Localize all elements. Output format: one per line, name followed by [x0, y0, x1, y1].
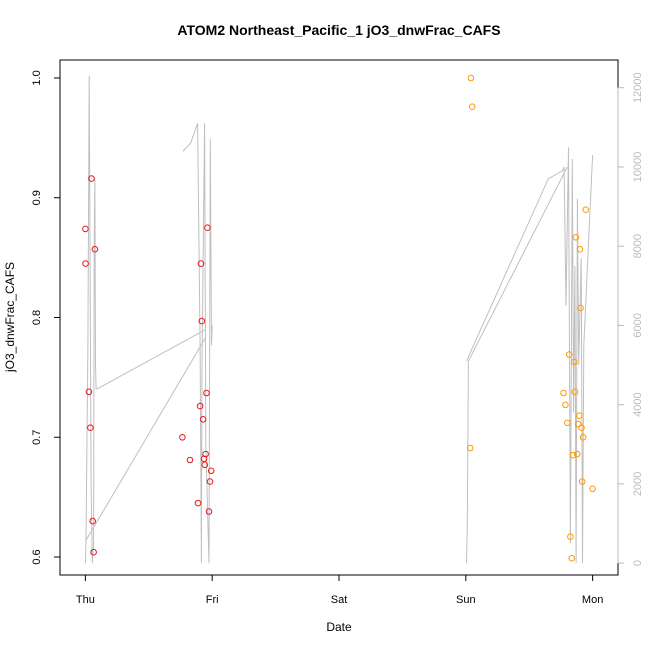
altitude-line-4	[466, 147, 594, 564]
right-tick-label-0: 0	[632, 560, 644, 566]
point-s1-4	[562, 401, 569, 409]
right-tick-label-6: 12000	[632, 72, 644, 103]
altitude-line-0	[84, 75, 207, 564]
point-s1-16	[576, 245, 584, 253]
right-tick-label-5: 10000	[632, 152, 644, 183]
point-s1-13	[573, 450, 581, 458]
point-s1-5	[564, 419, 571, 427]
point-s0-20	[205, 508, 213, 515]
point-s1-7	[567, 533, 574, 541]
right-axis: 0 2000 4000 6000 8000 10000 12000	[617, 72, 644, 566]
x-tick-label-4: Mon	[582, 594, 603, 606]
right-tick-label-4: 8000	[632, 234, 644, 258]
y-tick-label-3: 0.9	[31, 190, 43, 205]
chart-title: ATOM2 Northeast_Pacific_1 jO3_dnwFrac_CA…	[177, 22, 500, 38]
point-s1-22	[589, 485, 596, 493]
point-s0-14	[199, 416, 207, 423]
y-tick-label-1: 0.7	[31, 430, 43, 445]
point-s1-15	[576, 412, 583, 420]
point-s0-17	[202, 450, 209, 458]
point-s0-13	[198, 317, 206, 325]
point-s0-11	[196, 402, 204, 410]
point-s1-10	[570, 358, 578, 366]
point-s1-1	[467, 74, 475, 82]
point-s0-3	[87, 424, 94, 432]
point-s0-1	[82, 260, 89, 267]
point-s1-8	[568, 554, 576, 562]
point-s1-9	[569, 451, 577, 459]
point-s1-17	[577, 304, 584, 312]
point-s1-0	[467, 444, 474, 452]
point-s0-18	[203, 389, 210, 397]
point-s1-2	[468, 103, 476, 110]
point-s1-14	[574, 420, 582, 428]
point-s0-16	[201, 461, 209, 469]
point-s1-11	[571, 388, 579, 396]
x-tick-label-3: Sun	[456, 594, 476, 606]
points-layer	[82, 74, 596, 562]
point-s0-5	[89, 517, 96, 525]
point-s1-19	[578, 478, 586, 485]
point-s0-6	[90, 548, 97, 556]
point-s0-7	[91, 245, 99, 253]
x-tick-label-0: Thu	[76, 594, 95, 606]
point-s0-4	[88, 175, 95, 182]
altitude-line-2	[182, 123, 213, 564]
altitude-layer	[84, 75, 594, 564]
altitude-line-1	[84, 337, 207, 542]
point-s0-12	[197, 260, 205, 267]
x-axis-label: Date	[326, 620, 352, 634]
x-tick-label-1: Fri	[206, 594, 219, 606]
point-s0-22	[207, 467, 215, 475]
y-tick-label-0: 0.6	[31, 549, 43, 564]
point-s1-18	[578, 424, 585, 432]
right-tick-label-3: 6000	[632, 313, 644, 337]
right-tick-label-1: 2000	[632, 472, 644, 496]
y-tick-label-2: 0.8	[31, 310, 43, 325]
point-s0-9	[186, 456, 194, 464]
point-s1-12	[572, 234, 580, 241]
point-s0-0	[82, 225, 89, 233]
y-axis: 0.6 0.7 0.8 0.9 1.0	[31, 70, 60, 565]
point-s0-21	[206, 478, 214, 485]
point-s0-19	[204, 224, 211, 231]
point-s1-3	[560, 389, 567, 397]
right-tick-label-2: 4000	[632, 392, 644, 416]
altitude-line-3	[466, 166, 568, 564]
point-s0-10	[194, 499, 202, 507]
point-s1-20	[579, 434, 587, 441]
y-tick-label-4: 1.0	[31, 70, 43, 85]
point-s1-6	[565, 351, 573, 358]
y-axis-label: jO3_dnwFrac_CAFS	[3, 262, 17, 373]
point-s1-21	[582, 206, 590, 213]
x-tick-label-2: Sat	[331, 594, 348, 606]
point-s0-8	[179, 434, 186, 441]
point-s0-2	[85, 388, 93, 396]
x-axis: Thu Fri Sat Sun Mon	[76, 575, 603, 606]
